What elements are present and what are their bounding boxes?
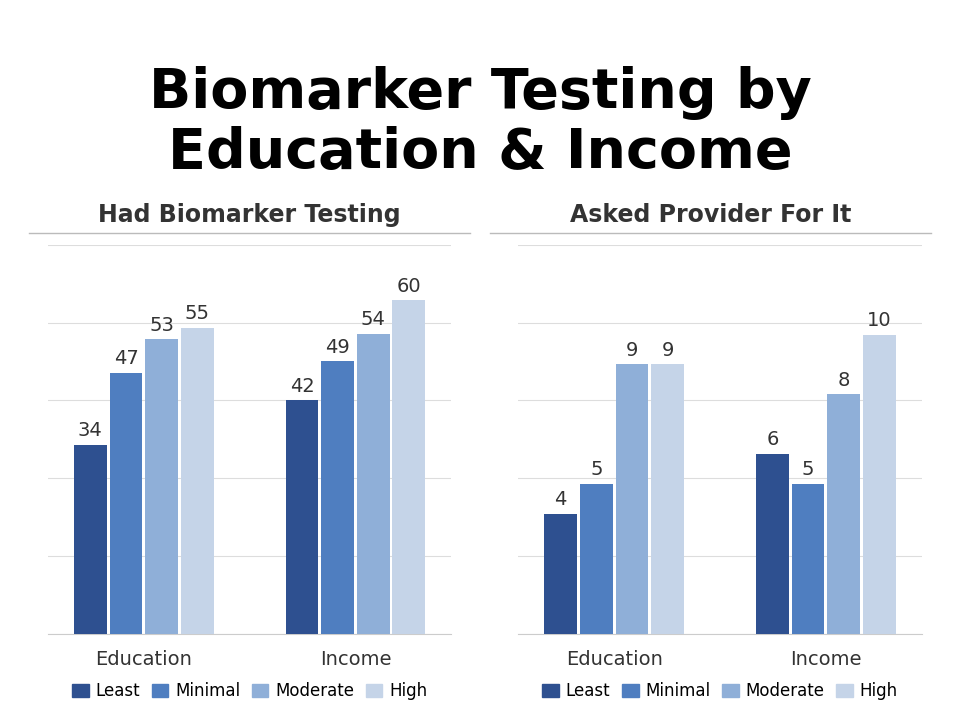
Text: 5: 5: [590, 460, 603, 480]
Bar: [393, 300, 425, 634]
Bar: [792, 484, 825, 634]
Text: 55: 55: [184, 305, 209, 323]
Legend: Least, Minimal, Moderate, High: Least, Minimal, Moderate, High: [65, 675, 434, 707]
Bar: [544, 514, 577, 634]
Text: 9: 9: [626, 341, 638, 360]
Text: Had Biomarker Testing: Had Biomarker Testing: [98, 203, 401, 227]
Legend: Least, Minimal, Moderate, High: Least, Minimal, Moderate, High: [536, 675, 904, 707]
Bar: [285, 400, 319, 634]
Text: 9: 9: [661, 341, 674, 360]
Bar: [74, 445, 107, 634]
Bar: [615, 364, 648, 634]
Bar: [828, 395, 860, 634]
Bar: [357, 333, 390, 634]
Bar: [145, 339, 178, 634]
Text: 49: 49: [325, 338, 350, 357]
Bar: [863, 335, 896, 634]
Text: 60: 60: [396, 276, 421, 296]
Bar: [109, 372, 142, 634]
Text: Asked Provider For It: Asked Provider For It: [569, 203, 852, 227]
Text: 54: 54: [361, 310, 386, 329]
Text: 6: 6: [766, 431, 779, 449]
Text: 10: 10: [867, 311, 892, 330]
Text: 42: 42: [290, 377, 314, 396]
Text: 47: 47: [113, 349, 138, 368]
Text: 5: 5: [802, 460, 814, 480]
Bar: [651, 364, 684, 634]
Bar: [322, 361, 354, 634]
Bar: [180, 328, 214, 634]
Text: 34: 34: [78, 421, 103, 440]
Bar: [756, 454, 789, 634]
Text: 53: 53: [149, 315, 174, 335]
Bar: [580, 484, 612, 634]
Text: 8: 8: [837, 371, 850, 390]
Text: 4: 4: [555, 490, 567, 509]
Text: Biomarker Testing by
Education & Income: Biomarker Testing by Education & Income: [149, 66, 811, 180]
